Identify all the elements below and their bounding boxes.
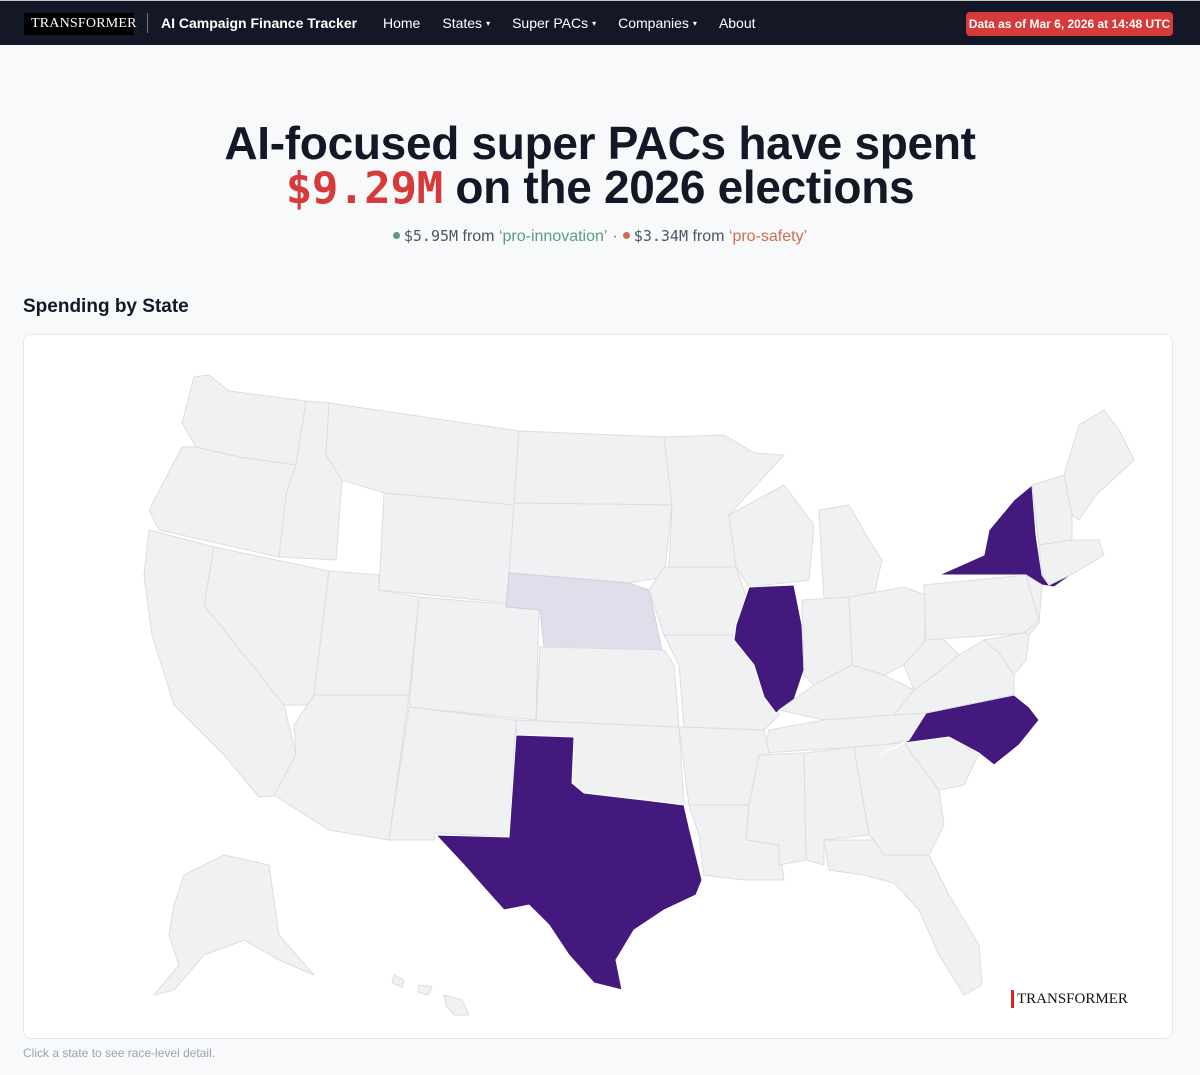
state-IA[interactable]: [648, 566, 750, 636]
nav-states[interactable]: States ▾: [442, 15, 490, 31]
hero-headline-line2: $9.29M on the 2026 elections: [0, 160, 1200, 214]
top-nav: TRANSFORMER AI Campaign Finance Tracker …: [0, 0, 1200, 45]
nav-states-label: States: [442, 15, 483, 31]
state-MD-DE[interactable]: [982, 632, 1030, 676]
section-title: Spending by State: [23, 296, 189, 317]
state-WI[interactable]: [728, 484, 815, 588]
nav-companies-label: Companies: [618, 15, 689, 31]
nav-home[interactable]: Home: [383, 15, 420, 31]
state-CO[interactable]: [408, 596, 540, 721]
state-VT-NH[interactable]: [1031, 474, 1073, 546]
innovation-from: from: [462, 228, 495, 245]
state-PA[interactable]: [923, 574, 1040, 641]
safety-dot-icon: [622, 232, 630, 240]
state-NM[interactable]: [388, 706, 517, 841]
safety-amount: $3.34M: [633, 227, 688, 245]
state-IL[interactable]: [733, 584, 805, 714]
spending-breakdown: $5.95M from ‘pro-innovation’ · $3.34M from…: [0, 227, 1200, 246]
innovation-dot-icon: [392, 232, 400, 240]
state-ME[interactable]: [1063, 409, 1135, 521]
state-MT[interactable]: [325, 402, 520, 506]
chevron-down-icon: ▾: [692, 18, 697, 28]
watermark-bar: [1011, 990, 1014, 1008]
state-KS[interactable]: [535, 646, 680, 728]
transformer-logo[interactable]: TRANSFORMER: [24, 13, 137, 35]
nav-home-label: Home: [383, 15, 421, 31]
state-TX[interactable]: [434, 734, 703, 991]
logo-text: TRANSFORMER: [31, 16, 137, 31]
map-footnote: Click a state to see race-level detail.: [23, 1046, 216, 1060]
chevron-down-icon: ▾: [592, 18, 597, 28]
data-freshness-badge: Data as of Mar 6, 2026 at 14:48 UTC: [966, 12, 1173, 36]
safety-from: from: [692, 228, 725, 245]
map-svg: [143, 374, 1135, 1016]
site-title[interactable]: AI Campaign Finance Tracker: [161, 15, 358, 31]
nav-divider: [147, 13, 148, 33]
nav-about-label: About: [718, 15, 756, 31]
state-FL[interactable]: [823, 839, 983, 996]
hero-headline-rest: on the 2026 elections: [442, 161, 915, 213]
state-SD[interactable]: [508, 502, 673, 584]
nav-super-pacs-label: Super PACs: [512, 15, 589, 31]
nav-companies[interactable]: Companies ▾: [618, 15, 697, 31]
watermark-text: TRANSFORMER: [1017, 990, 1128, 1007]
innovation-label: ‘pro-innovation’: [498, 228, 608, 245]
hero-headline-line1: AI-focused super PACs have spent: [224, 117, 976, 169]
nav-about[interactable]: About: [719, 15, 756, 31]
safety-label: ‘pro-safety’: [728, 228, 808, 245]
state-ND[interactable]: [513, 430, 673, 506]
state-WY[interactable]: [378, 492, 515, 604]
state-MI[interactable]: [818, 504, 883, 601]
state-NC[interactable]: [878, 694, 1040, 766]
state-AZ[interactable]: [273, 694, 410, 841]
breakdown-separator: ·: [612, 228, 618, 245]
us-state-map: TRANSFORMER: [23, 334, 1173, 1039]
chevron-down-icon: ▾: [486, 18, 491, 28]
total-amount: $9.29M: [285, 163, 443, 214]
state-MA-CT-RI[interactable]: [1038, 539, 1105, 586]
state-HI[interactable]: [391, 974, 470, 1016]
nav-menu: Home States ▾ Super PACs ▾ Companies ▾ A…: [383, 15, 756, 31]
innovation-amount: $5.95M: [403, 227, 459, 245]
nav-super-pacs[interactable]: Super PACs ▾: [512, 15, 596, 31]
state-AK[interactable]: [152, 854, 315, 996]
transformer-watermark: TRANSFORMER: [1011, 990, 1128, 1008]
